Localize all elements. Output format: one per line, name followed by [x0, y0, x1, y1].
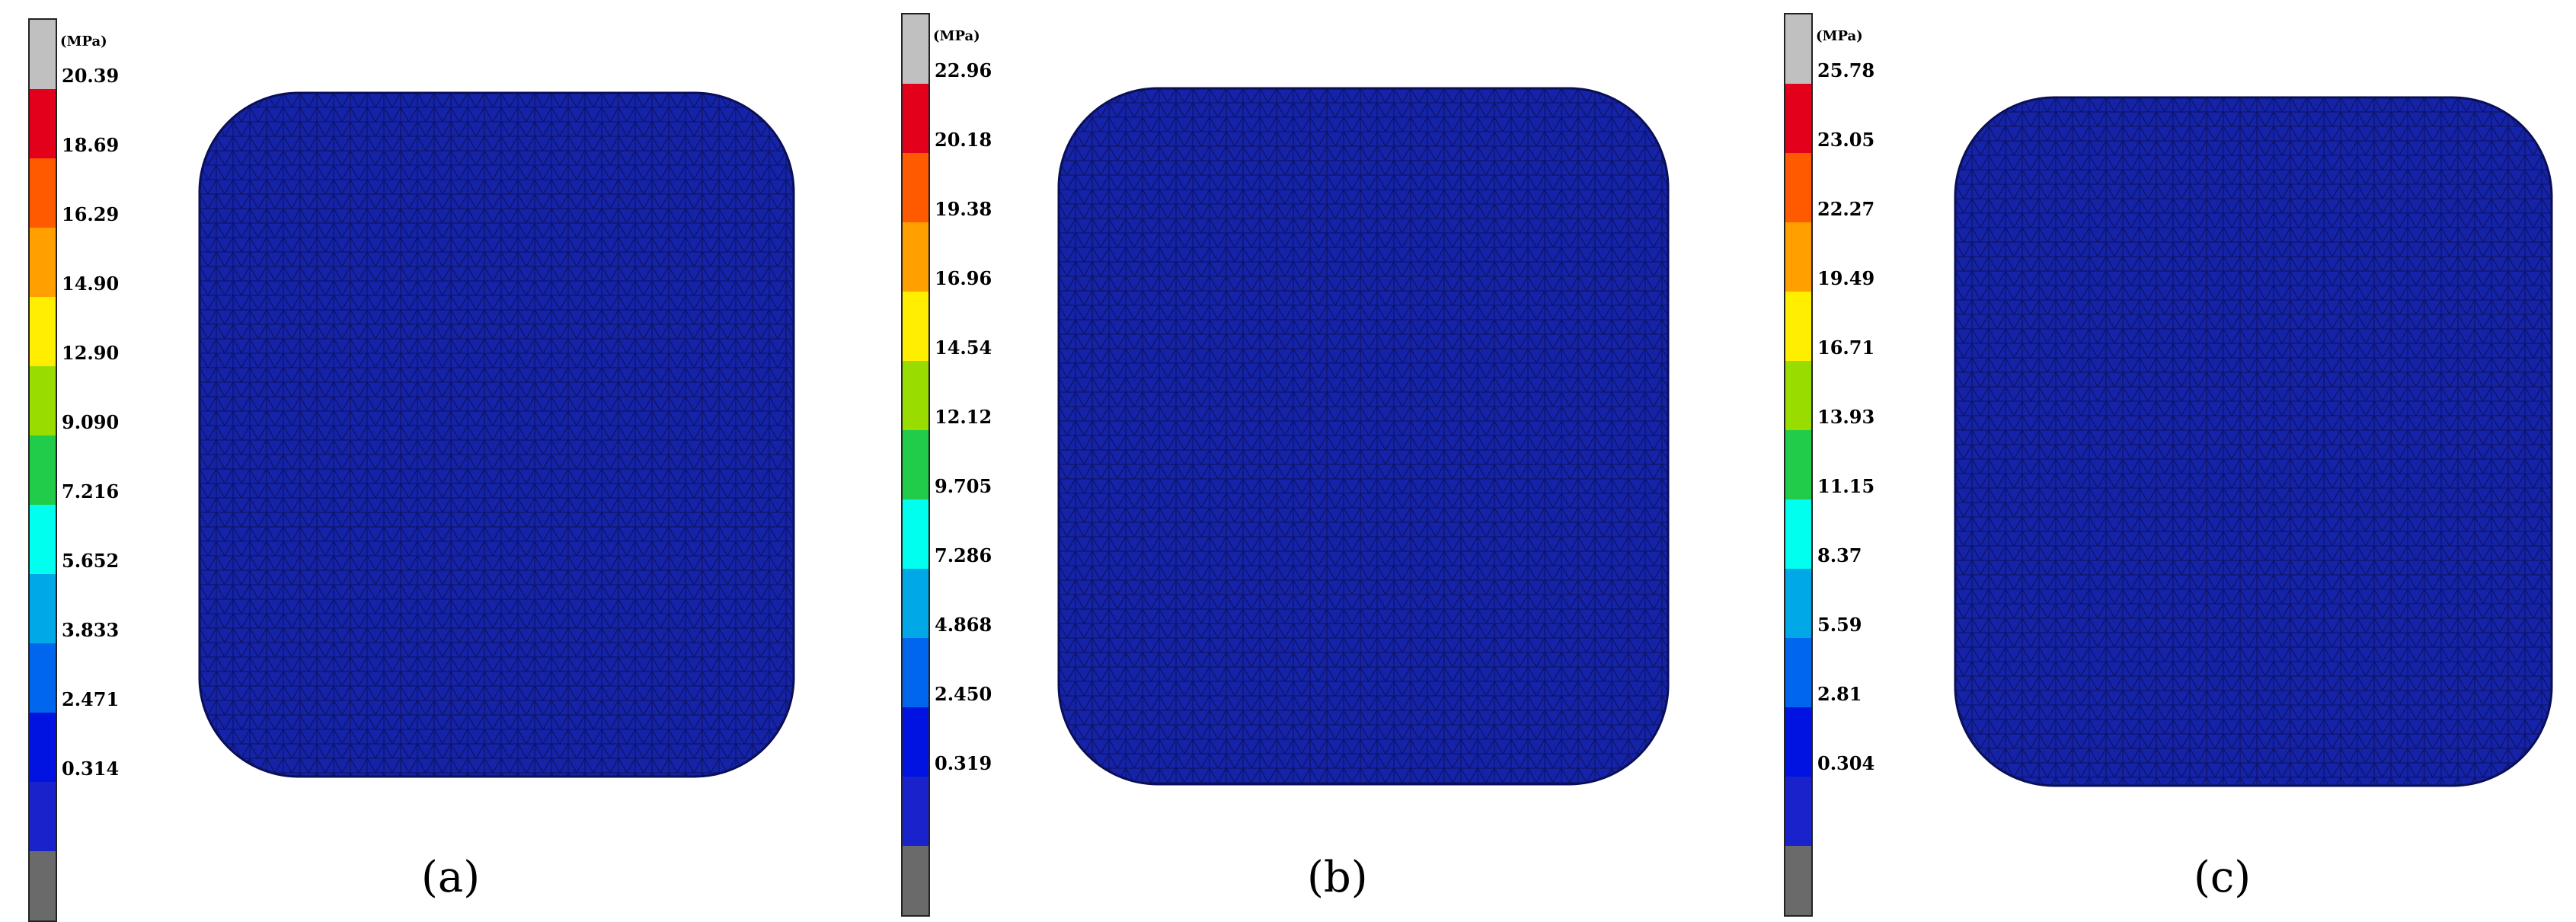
- legend-value: 14.54: [935, 337, 992, 359]
- legend-colorbar: [1784, 13, 1813, 917]
- legend-value: 25.78: [1817, 59, 1875, 81]
- legend-value: 0.314: [62, 758, 120, 780]
- legend-value: 19.49: [1817, 267, 1875, 289]
- legend-value: 23.05: [1817, 129, 1875, 151]
- legend-value: 12.90: [62, 342, 120, 364]
- legend-swatch: [903, 14, 928, 84]
- legend-swatch: [903, 361, 928, 430]
- legend-value: 18.69: [62, 134, 120, 156]
- legend-value: 2.81: [1817, 683, 1862, 705]
- stress-contour-b: [1057, 87, 1670, 786]
- legend-swatch: [903, 84, 928, 153]
- legend-unit: (MPa): [933, 28, 980, 44]
- legend-swatch: [30, 89, 56, 158]
- legend-swatch: [30, 228, 56, 297]
- legend-unit: (MPa): [1816, 28, 1863, 44]
- legend-swatch: [903, 430, 928, 499]
- mesh-grid: [198, 91, 795, 778]
- legend-swatch: [1785, 846, 1811, 915]
- legend-swatch: [903, 846, 928, 915]
- legend-value: 9.705: [935, 475, 992, 497]
- legend-swatch: [30, 713, 56, 782]
- legend-swatch: [903, 777, 928, 846]
- legend-swatch: [30, 505, 56, 574]
- legend-value: 4.868: [935, 614, 992, 636]
- mesh-grid: [1954, 96, 2553, 787]
- legend-value: 22.96: [935, 59, 992, 81]
- caption-a: (a): [421, 853, 481, 902]
- legend-colorbar: [901, 13, 930, 917]
- legend-swatch: [1785, 14, 1811, 84]
- legend-swatch: [30, 851, 56, 920]
- legend-value: 20.39: [62, 65, 120, 87]
- legend-value: 2.471: [62, 688, 120, 710]
- legend-value: 5.59: [1817, 614, 1862, 636]
- stress-contour-c: [1954, 96, 2553, 787]
- panel-c: (MPa) 25.78 23.05 22.27 19.49 16.71 13.93 11.1…: [1718, 0, 2576, 920]
- legend-swatch: [1785, 153, 1811, 222]
- legend-swatch: [903, 569, 928, 638]
- legend-swatch: [903, 707, 928, 777]
- panel-a: (MPa) 20.39 18.69 16.29 14.90 12.90 9.090 7.21…: [0, 0, 858, 922]
- legend-swatch: [1785, 777, 1811, 846]
- legend-value: 16.29: [62, 203, 120, 225]
- legend-value: 12.12: [935, 406, 992, 428]
- legend-value: 16.96: [935, 267, 992, 289]
- legend-swatch: [903, 638, 928, 707]
- legend-value: 3.833: [62, 619, 120, 641]
- legend-value: 22.27: [1817, 198, 1875, 220]
- legend-value: 13.93: [1817, 406, 1875, 428]
- legend-swatch: [1785, 499, 1811, 569]
- legend-colorbar: [28, 18, 57, 922]
- legend-value: 0.319: [935, 752, 992, 774]
- legend-value: 16.71: [1817, 337, 1875, 359]
- legend-swatch: [1785, 569, 1811, 638]
- legend-unit: (MPa): [60, 33, 107, 49]
- legend-value: 14.90: [62, 273, 120, 295]
- legend-swatch: [1785, 222, 1811, 292]
- legend-swatch: [30, 366, 56, 435]
- legend-swatch: [1785, 292, 1811, 361]
- legend-swatch: [30, 158, 56, 228]
- legend-swatch: [1785, 638, 1811, 707]
- legend-swatch: [30, 643, 56, 713]
- legend-swatch: [30, 435, 56, 505]
- legend-value: 9.090: [62, 411, 120, 433]
- legend-value: 0.304: [1817, 752, 1875, 774]
- legend-value: 19.38: [935, 198, 992, 220]
- legend-value: 2.450: [935, 683, 992, 705]
- legend-swatch: [30, 297, 56, 366]
- mesh-grid: [1057, 87, 1670, 786]
- legend-swatch: [903, 222, 928, 292]
- legend-value: 7.216: [62, 480, 120, 502]
- caption-b: (b): [1307, 853, 1368, 902]
- legend-swatch: [30, 782, 56, 851]
- legend-swatch: [1785, 707, 1811, 777]
- legend-swatch: [30, 20, 56, 89]
- legend-value: 8.37: [1817, 544, 1862, 566]
- legend-value: 11.15: [1817, 475, 1875, 497]
- legend-swatch: [1785, 430, 1811, 499]
- panel-b: (MPa) 22.96 20.18 19.38 16.96 14.54 12.12 9.70…: [874, 0, 1733, 920]
- legend-swatch: [903, 499, 928, 569]
- legend-swatch: [1785, 84, 1811, 153]
- legend-value: 5.652: [62, 550, 120, 572]
- legend-swatch: [30, 574, 56, 643]
- legend-value: 20.18: [935, 129, 992, 151]
- legend-value: 7.286: [935, 544, 992, 566]
- legend-swatch: [903, 292, 928, 361]
- stress-contour-a: [198, 91, 795, 778]
- legend-swatch: [1785, 361, 1811, 430]
- caption-c: (c): [2194, 853, 2252, 902]
- legend-swatch: [903, 153, 928, 222]
